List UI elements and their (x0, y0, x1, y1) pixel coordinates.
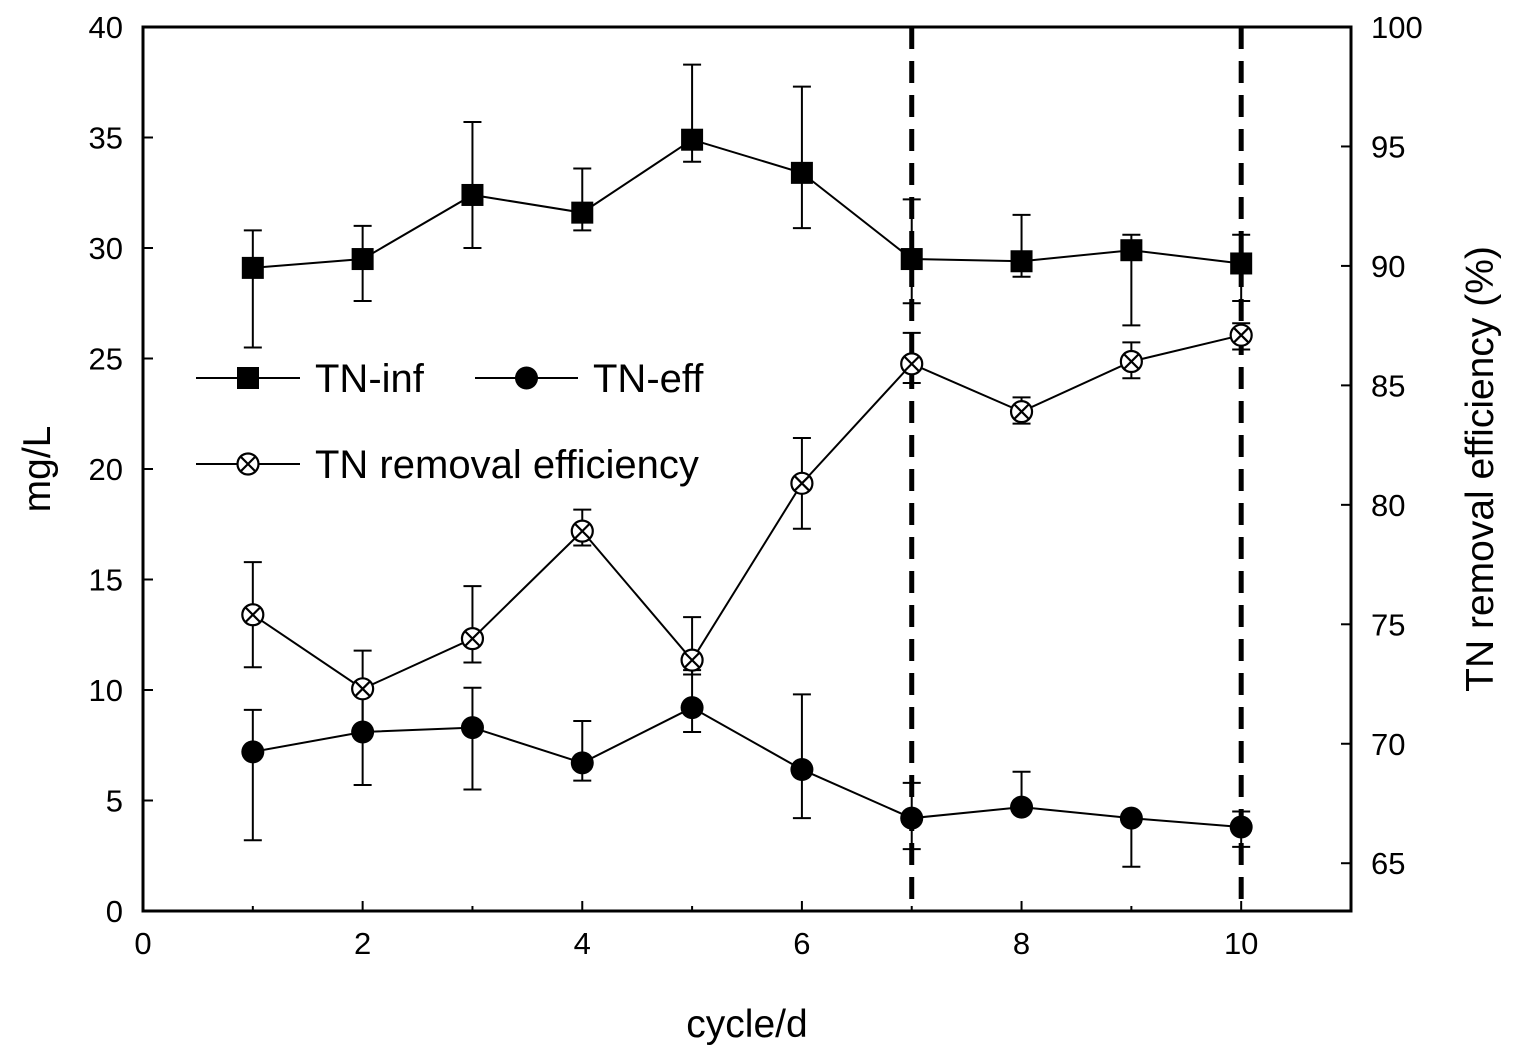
legend-marker (515, 366, 538, 390)
data-point (1119, 349, 1143, 374)
marker-cross (245, 606, 261, 623)
y-tick-label: 0 (106, 894, 123, 929)
x-axis: 0 2 4 6 8 10 (134, 901, 1258, 961)
y-axis-right: 65 70 75 80 85 90 95 100 (1341, 10, 1423, 881)
y2-tick-label: 65 (1371, 846, 1405, 881)
data-point (241, 740, 265, 764)
y-axis-title: mg/L (16, 426, 59, 513)
data-point (1009, 400, 1034, 424)
legend-item-tn-removal-efficiency: TN removal efficiency (196, 443, 699, 487)
series-tn-eff (241, 669, 1253, 868)
y-axis-left: 0 5 10 15 20 25 30 35 40 (89, 10, 153, 929)
data-point (570, 519, 594, 543)
y2-tick-label: 85 (1371, 368, 1405, 403)
y-tick-label: 35 (89, 121, 123, 156)
data-point (351, 248, 374, 271)
legend-label: TN-inf (315, 357, 425, 401)
data-point (1229, 323, 1253, 347)
data-point (790, 758, 814, 782)
x-tick-label: 4 (574, 926, 591, 961)
data-point (1230, 252, 1253, 275)
legend-marker (236, 452, 260, 476)
data-point (1010, 250, 1033, 273)
x-tick-label: 8 (1013, 926, 1030, 961)
y2-tick-label: 80 (1371, 488, 1405, 523)
y-tick-label: 5 (106, 784, 123, 819)
data-point (571, 201, 594, 224)
x-tick-label: 0 (134, 926, 151, 961)
series-tn-removal-efficiency (241, 322, 1253, 729)
data-point (680, 648, 704, 672)
y-tick-label: 15 (89, 563, 123, 598)
y2-tick-label: 75 (1371, 607, 1405, 642)
y2-tick-label: 90 (1371, 249, 1405, 284)
legend-label: TN-eff (593, 357, 704, 401)
series-line (252, 706, 1242, 829)
x-tick-label: 10 (1224, 926, 1258, 961)
legend-label: TN removal efficiency (315, 443, 699, 487)
x-tick-label: 6 (793, 926, 810, 961)
marker-cross (1233, 327, 1249, 343)
series-tn-inf (241, 63, 1253, 349)
series-line (252, 334, 1242, 690)
data-point (461, 183, 484, 206)
data-point (680, 696, 704, 720)
y2-tick-label: 70 (1371, 727, 1405, 762)
marker-cross (574, 523, 591, 539)
x-tick-label: 2 (354, 926, 371, 961)
data-point (900, 352, 924, 376)
y-tick-label: 30 (89, 231, 123, 266)
y-tick-label: 25 (89, 342, 123, 377)
legend: TN-inf TN-eff TN removal efficiency (196, 357, 704, 487)
marker-cross (684, 652, 700, 668)
y2-tick-label: 95 (1371, 129, 1405, 164)
y-tick-label: 40 (89, 10, 123, 45)
legend-item-tn-inf: TN-inf (196, 357, 425, 401)
data-point (790, 161, 813, 184)
legend-item-tn-eff: TN-eff (475, 357, 704, 401)
y2-axis-title: TN removal efficiency (%) (1459, 246, 1502, 692)
data-point (241, 603, 265, 627)
data-point (1120, 239, 1143, 262)
marker-cross (1123, 353, 1140, 370)
x-axis-title: cycle/d (686, 1003, 807, 1046)
data-point (681, 128, 704, 151)
data-point (790, 471, 814, 495)
marker-cross (464, 630, 481, 647)
y-tick-label: 20 (89, 452, 123, 487)
data-point (1010, 795, 1034, 819)
marker-cross (794, 475, 810, 492)
series-line (252, 138, 1242, 269)
data-point (900, 248, 923, 271)
legend-marker (237, 367, 259, 389)
data-point (351, 677, 375, 701)
data-point (900, 806, 924, 830)
marker-cross (240, 456, 256, 472)
y2-tick-label: 100 (1371, 10, 1423, 45)
data-point (1119, 806, 1143, 830)
marker-cross (1013, 403, 1030, 420)
data-point (570, 751, 594, 775)
data-point (241, 256, 264, 279)
series-layer (241, 63, 1253, 868)
marker-cross (354, 681, 371, 697)
vertical-dashed-lines (909, 27, 1244, 911)
data-point (460, 627, 485, 651)
y-tick-label: 10 (89, 673, 123, 708)
marker-cross (903, 356, 920, 372)
data-point (460, 716, 484, 740)
data-point (1229, 815, 1253, 839)
